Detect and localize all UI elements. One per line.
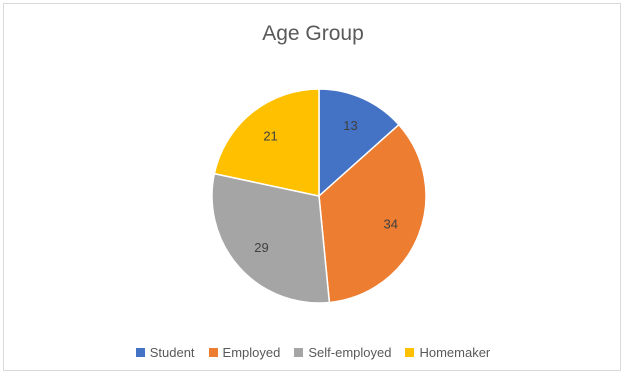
pie-slice-self-employed (211, 172, 331, 304)
data-label: 21 (263, 129, 277, 144)
pie-slice-homemaker (213, 88, 320, 197)
legend-item-employed: Employed (208, 345, 281, 360)
legend-item-homemaker: Homemaker (405, 345, 490, 360)
legend-swatch (294, 348, 304, 357)
chart-title: Age Group (262, 22, 364, 45)
legend-swatch (208, 348, 218, 357)
legend-label: Homemaker (419, 345, 491, 360)
chart-legend: Student Employed Self-employed Homemaker (0, 345, 626, 360)
legend-item-student: Student (135, 345, 195, 360)
legend-label: Employed (222, 345, 281, 360)
legend-swatch (405, 348, 415, 357)
pie-slice-employed (318, 123, 427, 304)
legend-label: Student (149, 345, 195, 360)
legend-label: Self-employed (308, 345, 392, 360)
data-label: 13 (343, 118, 357, 133)
pie-slice-student (318, 88, 400, 198)
legend-item-self-employed: Self-employed (294, 345, 391, 360)
data-label: 29 (254, 240, 268, 255)
data-label: 34 (384, 217, 398, 232)
legend-swatch (135, 348, 145, 357)
